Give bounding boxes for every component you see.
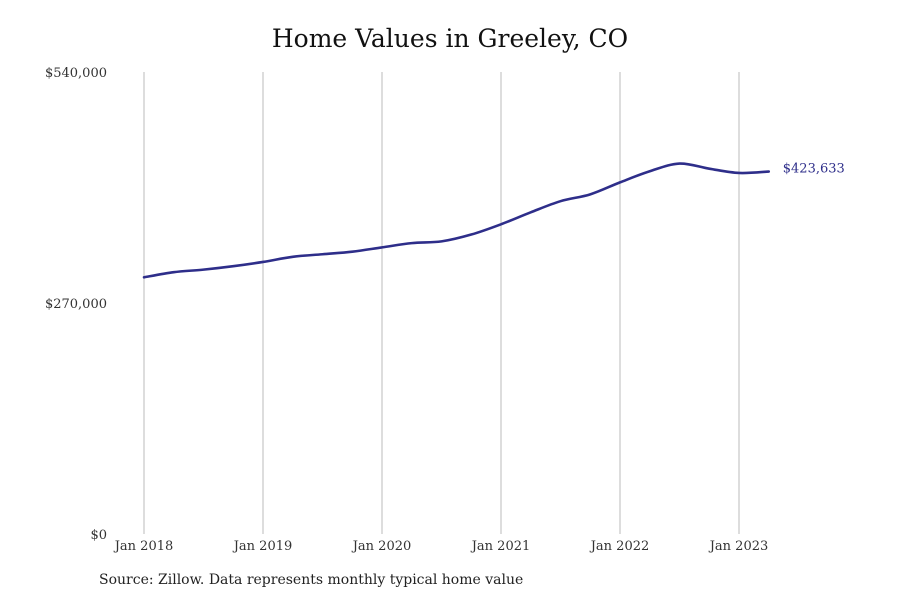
y-tick-label: $0 <box>90 528 107 543</box>
x-tick-label: Jan 2020 <box>351 539 412 554</box>
axis-labels: Jan 2018 Jan 2019 Jan 2020 Jan 2021 Jan 2022… <box>45 66 768 554</box>
x-tick-label: Jan 2021 <box>470 539 531 554</box>
y-tick-label: $270,000 <box>45 297 107 312</box>
chart-title: Home Values in Greeley, CO <box>271 24 629 53</box>
x-tick-label: Jan 2019 <box>232 539 293 554</box>
source-note: Source: Zillow. Data represents monthly … <box>99 572 524 588</box>
series-line <box>142 162 771 279</box>
series-layer: $423,633 <box>142 162 845 279</box>
grid-lines <box>143 72 740 534</box>
end-value-label: $423,633 <box>783 162 845 177</box>
x-tick-label: Jan 2018 <box>113 539 174 554</box>
y-tick-label: $540,000 <box>45 66 107 81</box>
x-tick-label: Jan 2023 <box>708 539 769 554</box>
x-tick-label: Jan 2022 <box>589 539 650 554</box>
